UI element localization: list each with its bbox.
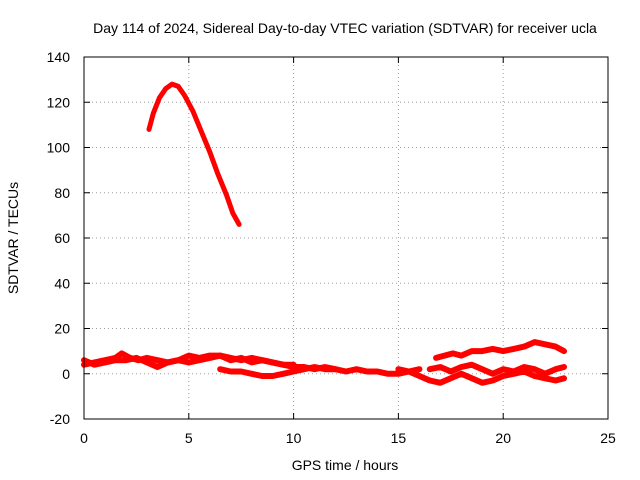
x-tick-label: 0 xyxy=(80,430,88,446)
y-tick-label: 120 xyxy=(47,94,71,110)
y-tick-label: 60 xyxy=(54,230,70,246)
series-line-track-c xyxy=(217,364,339,379)
y-axis-label: SDTVAR / TECUs xyxy=(5,182,21,294)
series-line-high-arc xyxy=(146,81,242,227)
y-tick-label: 20 xyxy=(54,321,70,337)
series-line-track-e xyxy=(426,361,567,377)
y-tick-label: -20 xyxy=(50,411,70,427)
x-axis-label: GPS time / hours xyxy=(292,457,399,473)
grid-layer xyxy=(84,57,608,419)
chart-title: Day 114 of 2024, Sidereal Day-to-day VTE… xyxy=(93,20,597,36)
x-tick-label: 10 xyxy=(286,430,302,446)
series-line-track-f xyxy=(433,339,567,361)
x-tick-label: 25 xyxy=(600,430,616,446)
series-line-track-b xyxy=(81,352,297,370)
series-line-track-d xyxy=(395,366,567,386)
y-tick-label: 80 xyxy=(54,185,70,201)
x-tick-label: 15 xyxy=(391,430,407,446)
series-layer xyxy=(81,81,567,386)
y-tick-label: 40 xyxy=(54,275,70,291)
y-tick-label: 140 xyxy=(47,49,71,65)
y-tick-label: 100 xyxy=(47,140,71,156)
x-tick-label: 20 xyxy=(495,430,511,446)
x-tick-label: 5 xyxy=(185,430,193,446)
tick-layer: 0 5 10 15 20 25 -20 0 20 40 60 80 100 120 140 xyxy=(47,49,616,446)
y-tick-label: 0 xyxy=(62,366,70,382)
